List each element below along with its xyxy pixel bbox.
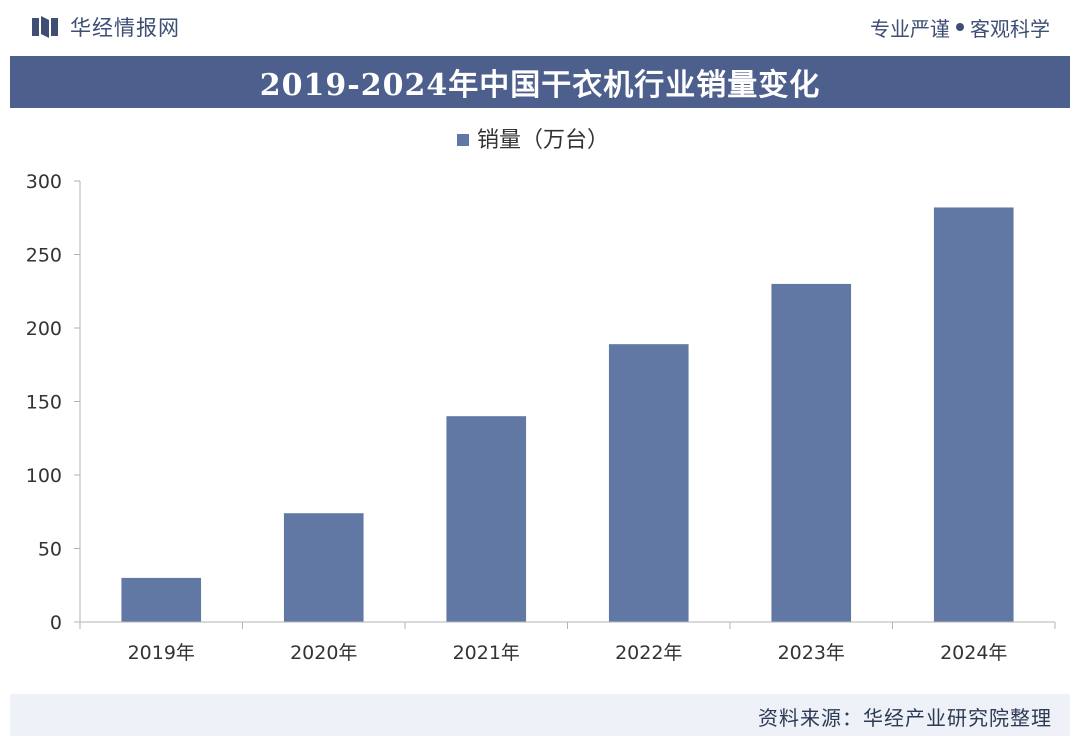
brand-logo-icon	[32, 16, 58, 38]
y-tick-label: 250	[26, 245, 62, 267]
chart-title: 2019-2024年中国干衣机行业销量变化	[259, 68, 821, 103]
bar-chart: 销量（万台） 0 50 100 150 200 250 300 2019年 2020年 2021…	[26, 128, 1056, 664]
chart-area: 销量（万台） 0 50 100 150 200 250 300 2019年 2020年 2021…	[0, 108, 1080, 694]
slogan-dot-icon	[956, 23, 964, 31]
y-tick-label: 50	[38, 539, 62, 561]
x-tick-label: 2020年	[290, 642, 357, 664]
legend: 销量（万台）	[457, 128, 609, 153]
bar-2022年	[608, 344, 689, 622]
bar-2020年	[283, 513, 364, 622]
bars	[121, 207, 1014, 622]
y-axis: 0 50 100 150 200 250 300	[26, 171, 81, 634]
footer: 资料来源：华经产业研究院整理	[10, 694, 1070, 736]
y-tick-label: 200	[26, 318, 62, 340]
bar-2021年	[446, 416, 527, 622]
y-tick-label: 0	[50, 612, 62, 634]
x-tick-label: 2023年	[778, 642, 845, 664]
source-note: 资料来源：华经产业研究院整理	[758, 706, 1052, 730]
x-tick-label: 2022年	[615, 642, 682, 664]
y-tick-label: 300	[26, 171, 62, 193]
x-tick-label: 2021年	[453, 642, 520, 664]
bar-2019年	[121, 577, 202, 622]
bar-2023年	[771, 283, 852, 622]
legend-swatch	[457, 134, 469, 146]
x-tick-label: 2024年	[940, 642, 1007, 664]
bar-2024年	[933, 207, 1014, 622]
slogan-right: 客观科学	[970, 16, 1050, 41]
y-tick-label: 150	[26, 392, 62, 414]
legend-label: 销量（万台）	[477, 128, 609, 153]
x-tick-label: 2019年	[128, 642, 195, 664]
slogan-left: 专业严谨	[870, 16, 950, 41]
x-axis: 2019年 2020年 2021年 2022年 2023年 2024年	[79, 621, 1056, 664]
slogan: 专业严谨 客观科学	[870, 10, 1050, 44]
top-bar: 华经情报网 专业严谨 客观科学	[0, 0, 1080, 54]
title-band: 2019-2024年中国干衣机行业销量变化	[10, 56, 1070, 108]
y-tick-label: 100	[26, 465, 62, 487]
brand-name: 华经情报网	[70, 16, 180, 40]
brand: 华经情报网	[30, 10, 180, 44]
